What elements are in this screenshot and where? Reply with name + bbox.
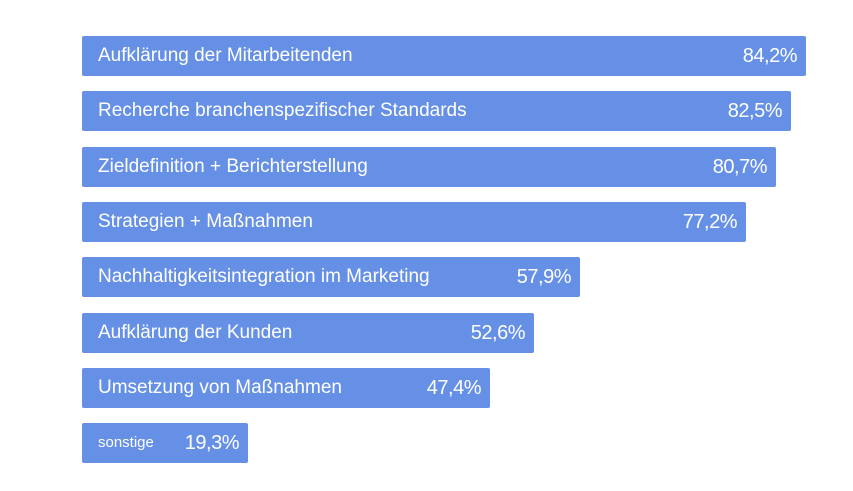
bar-label: sonstige	[98, 434, 154, 451]
bar-label: Umsetzung von Maßnahmen	[98, 377, 342, 398]
bar-4: Strategien + Maßnahmen 77,2%	[82, 202, 746, 242]
bar-6: Aufklärung der Kunden 52,6%	[82, 313, 534, 353]
bar-label: Aufklärung der Mitarbeitenden	[98, 45, 353, 66]
bar-7: Umsetzung von Maßnahmen 47,4%	[82, 368, 490, 408]
bar-8: sonstige 19,3%	[82, 423, 248, 463]
bar-value-label: 80,7%	[712, 156, 768, 178]
bar-5: Nachhaltigkeitsintegration im Marketing 5…	[82, 257, 580, 297]
bar-label: Strategien + Maßnahmen	[98, 211, 313, 232]
bar-label: Zieldefinition + Berichterstellung	[98, 156, 368, 177]
bar-value-label: 77,2%	[682, 211, 738, 233]
bar-1: Aufklärung der Mitarbeitenden 84,2%	[82, 36, 806, 76]
bar-2: Recherche branchenspezifischer Standards…	[82, 91, 791, 131]
bar-3: Zieldefinition + Berichterstellung 80,7%	[82, 147, 776, 187]
bar-value-label: 19,3%	[184, 432, 240, 454]
bar-label: Nachhaltigkeitsintegration im Marketing	[98, 266, 430, 287]
bar-value-label: 52,6%	[470, 322, 526, 344]
bar-value-label: 47,4%	[426, 377, 482, 399]
bar-value-label: 82,5%	[727, 100, 783, 122]
bar-value-label: 57,9%	[516, 266, 572, 288]
bar-label: Aufklärung der Kunden	[98, 322, 293, 343]
bar-label: Recherche branchenspezifischer Standards	[98, 100, 467, 121]
bar-value-label: 84,2%	[742, 45, 798, 67]
